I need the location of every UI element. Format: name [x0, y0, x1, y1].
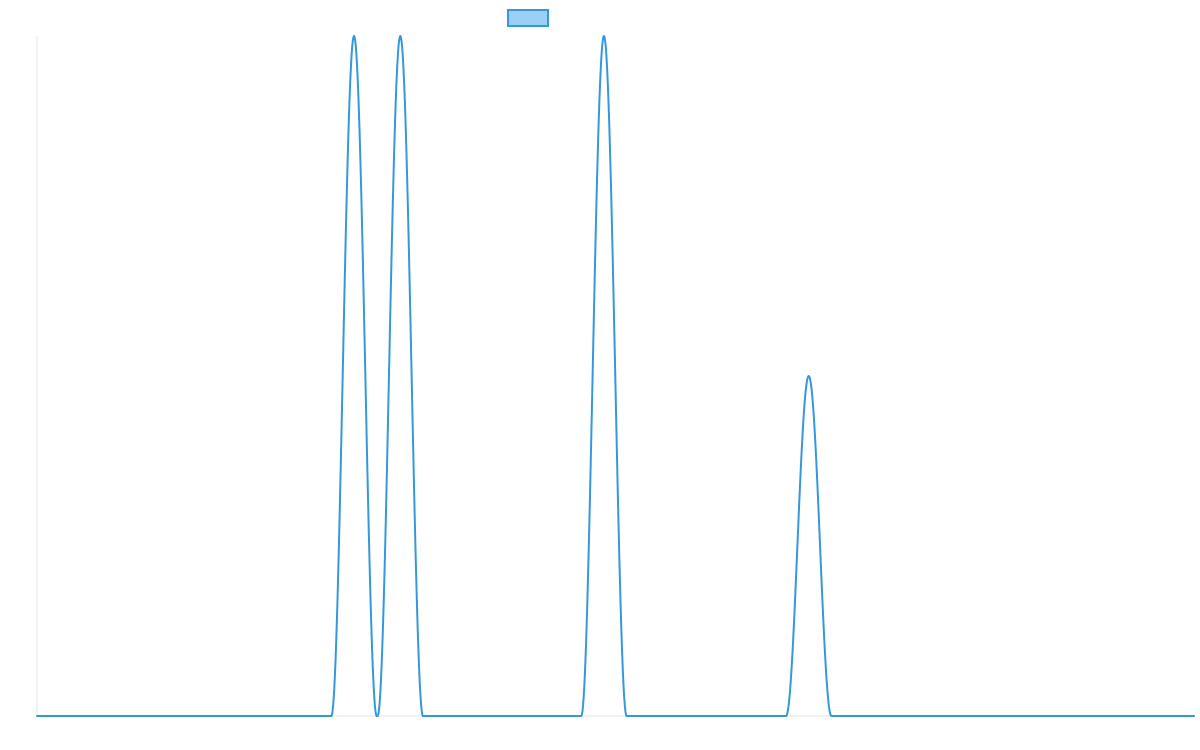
peak-point-2[interactable]: [598, 30, 610, 42]
peak-point-0[interactable]: [348, 30, 360, 42]
legend[interactable]: [507, 9, 549, 27]
series-line-0: [36, 35, 1195, 717]
legend-swatch[interactable]: [507, 9, 549, 27]
peak-point-1[interactable]: [394, 30, 406, 42]
peak-point-3[interactable]: [803, 370, 815, 382]
series-layer: [36, 30, 1195, 717]
